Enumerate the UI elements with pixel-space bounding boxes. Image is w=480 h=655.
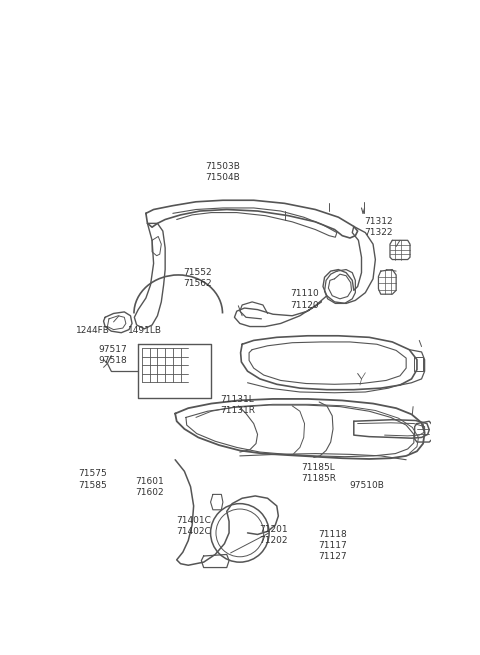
- Text: 71131L
71131R: 71131L 71131R: [220, 395, 255, 415]
- Text: 1244FB: 1244FB: [76, 326, 110, 335]
- Text: 71552
71562: 71552 71562: [183, 268, 212, 288]
- Text: 71118
71117
71127: 71118 71117 71127: [318, 530, 347, 561]
- Text: 71110
71120: 71110 71120: [290, 290, 319, 310]
- Text: 71575
71585: 71575 71585: [78, 470, 107, 489]
- Text: 71601
71602: 71601 71602: [135, 477, 164, 497]
- Text: 71312
71322: 71312 71322: [364, 217, 393, 237]
- Text: 71201
71202: 71201 71202: [259, 525, 288, 545]
- Text: 71401C
71402C: 71401C 71402C: [176, 516, 211, 536]
- Text: 71185L
71185R: 71185L 71185R: [301, 463, 336, 483]
- Text: 1491LB: 1491LB: [128, 326, 162, 335]
- Text: 71503B
71504B: 71503B 71504B: [205, 162, 240, 182]
- Text: 97510B: 97510B: [349, 481, 384, 490]
- Text: 97517
97518: 97517 97518: [98, 345, 127, 365]
